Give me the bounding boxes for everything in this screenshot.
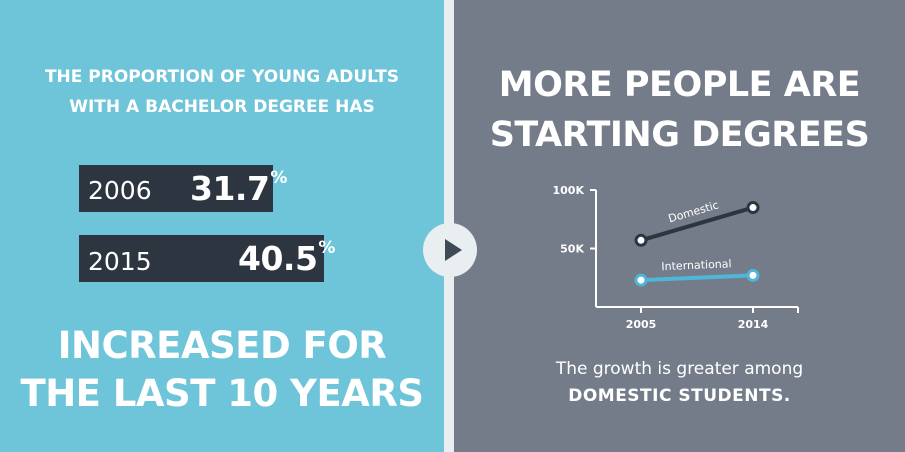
chart-note: The growth is greater among DOMESTIC STU… <box>454 356 905 410</box>
stat-year: 2015 <box>88 247 152 276</box>
domestic-series-line <box>639 205 755 243</box>
outro-line-1: INCREASED FOR <box>57 324 387 367</box>
y-tick-label: 100K <box>553 184 585 197</box>
stat-value: 31.7% <box>190 168 287 208</box>
international-data-point <box>746 268 760 282</box>
left-panel <box>0 0 444 452</box>
stat-number: 31.7 <box>190 169 270 208</box>
stat-number: 40.5 <box>238 239 318 278</box>
international-series-line <box>639 273 755 283</box>
right-title: MORE PEOPLE ARE STARTING DEGREES <box>454 60 905 160</box>
intro-line-2: WITH A BACHELOR DEGREE HAS <box>69 97 375 117</box>
right-title-line-2: STARTING DEGREES <box>489 115 870 155</box>
stat-unit: % <box>318 238 335 258</box>
domestic-data-point <box>746 201 760 215</box>
note-line-1: The growth is greater among <box>555 359 804 379</box>
stat-box-2015: 2015 40.5% <box>79 235 335 282</box>
x-tick-label: 2005 <box>626 318 657 331</box>
stat-box-2006: 2006 31.7% <box>79 165 287 212</box>
intro-heading: THE PROPORTION OF YOUNG ADULTS WITH A BA… <box>0 62 444 122</box>
stat-year: 2006 <box>88 176 152 205</box>
right-title-line-1: MORE PEOPLE ARE <box>498 65 861 105</box>
right-panel <box>454 0 905 452</box>
stat-unit: % <box>270 168 287 188</box>
stat-value: 40.5% <box>238 238 335 278</box>
international-series-label: International <box>661 257 732 273</box>
domestic-data-point <box>634 233 648 247</box>
international-data-point <box>634 273 648 287</box>
play-button[interactable] <box>423 223 477 277</box>
outro-heading: INCREASED FOR THE LAST 10 YEARS <box>0 322 444 418</box>
outro-line-2: THE LAST 10 YEARS <box>20 372 424 415</box>
x-tick-label: 2014 <box>738 318 769 331</box>
note-line-2: DOMESTIC STUDENTS. <box>568 386 791 406</box>
intro-line-1: THE PROPORTION OF YOUNG ADULTS <box>44 67 400 87</box>
play-icon <box>445 239 462 261</box>
y-tick-label: 50K <box>560 243 584 256</box>
